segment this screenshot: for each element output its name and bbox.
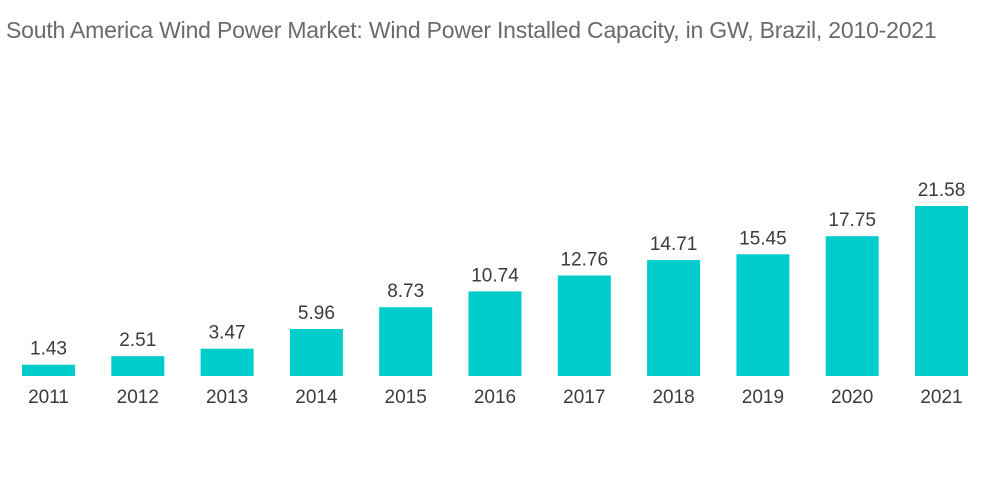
bar-value-label: 3.47 [209,323,246,344]
x-tick-label: 2015 [385,387,427,408]
bar-2020 [825,236,879,376]
bar-value-label: 17.75 [828,210,876,231]
bar-value-label: 15.45 [739,228,787,249]
x-tick-label: 2012 [117,387,159,408]
x-tick-label: 2016 [474,387,516,408]
bar-2017 [557,275,611,376]
x-tick-label: 2014 [295,387,338,408]
bar-2021 [915,206,968,376]
bar-2012 [111,356,165,376]
bar-2013 [200,348,254,376]
bar-value-label: 5.96 [298,303,335,324]
bar-2015 [379,307,433,376]
bar-value-label: 14.71 [650,234,698,255]
x-tick-label: 2019 [742,387,784,408]
bar-2019 [736,254,790,376]
x-tick-label: 2013 [206,387,248,408]
bar-value-label: 10.74 [471,265,519,286]
bar-value-label: 1.43 [30,339,67,360]
bar-2016 [468,291,522,376]
x-tick-label: 2017 [563,387,605,408]
bar-value-label: 2.51 [119,330,156,351]
bar-2014 [289,329,343,376]
x-tick-label: 2021 [920,387,962,408]
bar-value-label: 8.73 [387,281,424,302]
x-tick-label: 2020 [831,387,873,408]
x-tick-label: 2018 [652,387,694,408]
bar-2018 [647,260,701,376]
chart-title: South America Wind Power Market: Wind Po… [6,17,937,43]
bar-value-label: 21.58 [918,180,966,201]
bar-2011 [22,364,75,376]
bar-value-label: 12.76 [561,250,609,271]
x-tick-label: 2011 [28,387,69,408]
